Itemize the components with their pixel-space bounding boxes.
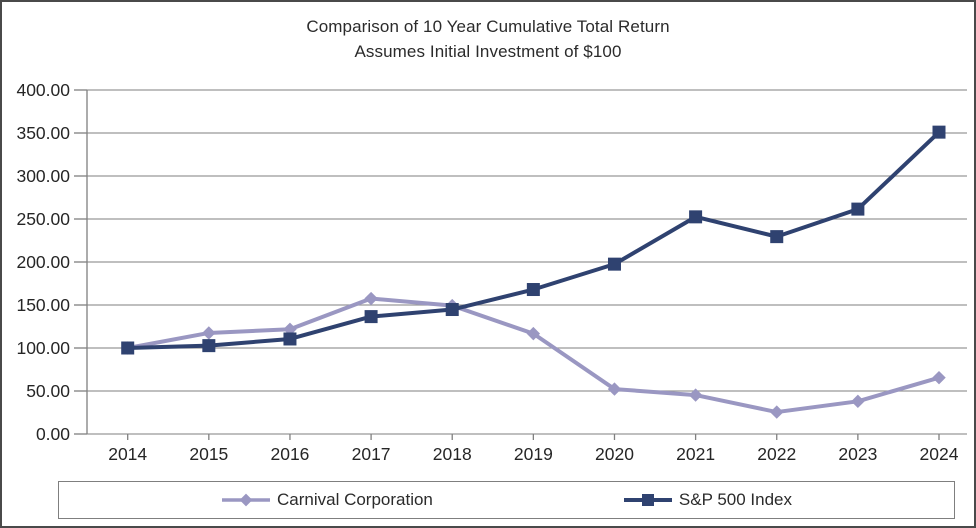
legend-item-carnival-corporation: Carnival Corporation bbox=[221, 490, 433, 510]
series-line-carnival-corporation bbox=[125, 296, 941, 415]
data-point-s-p-500-index-2020 bbox=[607, 257, 621, 271]
legend-label-sp500-index: S&P 500 Index bbox=[678, 490, 792, 509]
x-tick-label-2019: 2019 bbox=[514, 444, 553, 464]
legend-item-sp500-index: S&P 500 Index bbox=[623, 490, 792, 510]
data-point-s-p-500-index-2021 bbox=[689, 210, 703, 224]
data-point-carnival-corporation-2019 bbox=[526, 326, 541, 341]
data-point-s-p-500-index-2016 bbox=[283, 332, 297, 346]
y-tick-label-250.00: 250.00 bbox=[16, 209, 70, 229]
x-tick-label-2022: 2022 bbox=[757, 444, 796, 464]
data-point-s-p-500-index-2014 bbox=[121, 341, 135, 355]
x-tick-label-2023: 2023 bbox=[838, 444, 877, 464]
y-tick-label-50.00: 50.00 bbox=[26, 381, 70, 401]
y-tick-label-300.00: 300.00 bbox=[16, 166, 70, 186]
data-point-carnival-corporation-2024 bbox=[932, 370, 946, 385]
chart-title-line1: Comparison of 10 Year Cumulative Total R… bbox=[306, 17, 670, 36]
chart-title-line2: Assumes Initial Investment of $100 bbox=[354, 42, 622, 61]
data-point-s-p-500-index-2019 bbox=[526, 283, 540, 297]
y-tick-label-0.00: 0.00 bbox=[36, 424, 70, 444]
y-tick-label-200.00: 200.00 bbox=[16, 252, 70, 272]
data-point-carnival-corporation-2023 bbox=[851, 394, 865, 409]
data-point-s-p-500-index-2015 bbox=[202, 339, 216, 353]
data-point-carnival-corporation-2022 bbox=[770, 405, 784, 419]
x-tick-label-2017: 2017 bbox=[352, 444, 391, 464]
series-line-s-p-500-index bbox=[125, 130, 941, 350]
x-tick-label-2016: 2016 bbox=[270, 444, 309, 464]
data-point-carnival-corporation-2020 bbox=[607, 382, 622, 396]
x-tick-label-2015: 2015 bbox=[189, 444, 228, 464]
x-tick-label-2018: 2018 bbox=[433, 444, 472, 464]
data-point-s-p-500-index-2022 bbox=[770, 230, 784, 244]
data-point-carnival-corporation-2015 bbox=[202, 326, 216, 340]
x-tick-label-2024: 2024 bbox=[920, 444, 959, 464]
chart-title: Comparison of 10 Year Cumulative Total R… bbox=[2, 14, 974, 64]
y-tick-label-350.00: 350.00 bbox=[16, 123, 70, 143]
data-point-s-p-500-index-2024 bbox=[932, 125, 946, 139]
x-tick-label-2020: 2020 bbox=[595, 444, 634, 464]
legend-label-carnival-corporation: Carnival Corporation bbox=[276, 490, 433, 509]
y-tick-label-400.00: 400.00 bbox=[16, 80, 70, 100]
carnival-series-marker-icon bbox=[221, 493, 270, 507]
chart-legend: Carnival Corporation S&P 500 Index bbox=[58, 481, 955, 519]
data-point-s-p-500-index-2018 bbox=[445, 303, 459, 317]
y-tick-label-150.00: 150.00 bbox=[16, 295, 70, 315]
data-point-carnival-corporation-2021 bbox=[688, 388, 703, 402]
data-point-s-p-500-index-2023 bbox=[851, 202, 865, 216]
y-tick-label-100.00: 100.00 bbox=[16, 338, 70, 358]
sp500-series-marker-icon bbox=[623, 494, 672, 506]
x-tick-label-2021: 2021 bbox=[676, 444, 715, 464]
data-point-carnival-corporation-2017 bbox=[364, 291, 378, 306]
data-point-s-p-500-index-2017 bbox=[364, 310, 378, 324]
x-tick-label-2014: 2014 bbox=[108, 444, 147, 464]
